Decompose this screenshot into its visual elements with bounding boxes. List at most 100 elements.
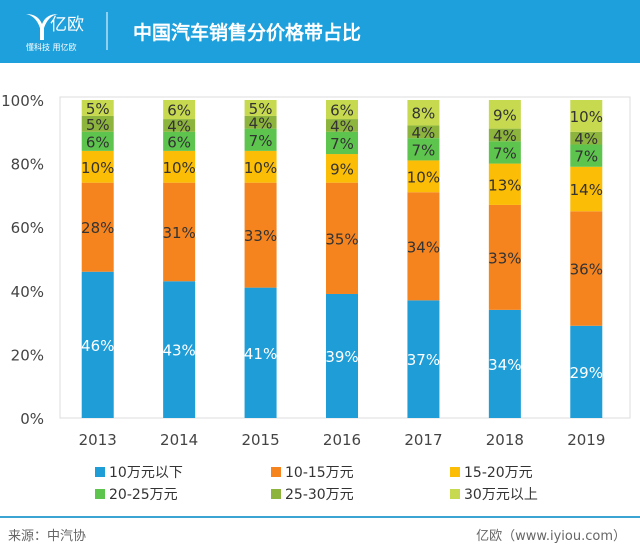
data-label: 33% <box>244 227 277 245</box>
bar-segment <box>244 115 277 129</box>
bar-segment <box>163 119 196 132</box>
legend-item: 25-30万元 <box>271 484 354 504</box>
bar-segment <box>488 309 521 418</box>
data-label: 33% <box>488 249 521 267</box>
legend-item: 15-20万元 <box>450 462 533 482</box>
bar-segment <box>570 131 603 145</box>
legend-label: 20-25万元 <box>109 487 178 503</box>
x-tick-label: 2017 <box>404 431 442 449</box>
source-text: 来源：中汽协 <box>8 529 87 544</box>
data-label: 4% <box>412 124 436 142</box>
data-label: 10% <box>162 159 195 177</box>
bar-segment <box>488 141 521 164</box>
data-label: 34% <box>407 238 440 256</box>
bar-segment <box>407 100 440 126</box>
data-label: 5% <box>86 100 110 118</box>
data-label: 4% <box>493 127 517 145</box>
data-label: 7% <box>412 141 436 159</box>
header-divider <box>106 12 108 50</box>
bar-segment <box>244 128 277 151</box>
y-tick-label: 20% <box>11 346 44 364</box>
legend-label: 10万元以下 <box>109 465 183 481</box>
bar-segment <box>326 154 358 183</box>
bar-segment <box>407 125 440 139</box>
data-label: 36% <box>570 261 603 279</box>
bar-segment <box>81 115 114 132</box>
legend-swatch <box>450 467 460 477</box>
bar-segment <box>244 182 277 288</box>
data-label: 7% <box>330 135 354 153</box>
bar-segment <box>488 204 521 310</box>
legend-label: 15-20万元 <box>464 465 533 481</box>
stacked-bar-chart: 0%20%40%60%80%100%46%28%10%6%5%5%201343%… <box>1 92 631 449</box>
bar-segment <box>244 287 277 418</box>
legend-item: 10-15万元 <box>271 462 354 482</box>
y-tick-label: 80% <box>11 156 44 174</box>
x-tick-label: 2016 <box>323 431 361 449</box>
data-label: 46% <box>81 337 114 355</box>
logo-text: 亿欧 <box>50 15 84 35</box>
legend-item: 20-25万元 <box>95 484 178 504</box>
legend-label: 30万元以上 <box>464 487 538 503</box>
y-tick-label: 100% <box>1 92 44 110</box>
data-label: 35% <box>325 230 358 248</box>
bar-segment <box>488 100 521 129</box>
data-label: 5% <box>86 116 110 134</box>
data-label: 39% <box>325 348 358 366</box>
data-label: 37% <box>407 351 440 369</box>
bar-segment <box>407 138 440 161</box>
data-label: 4% <box>249 114 273 132</box>
bar-segment <box>163 100 196 120</box>
bar-segment <box>570 211 603 326</box>
bar-segment <box>488 128 521 142</box>
data-label: 28% <box>81 219 114 237</box>
data-label: 5% <box>249 100 273 118</box>
bar-segment <box>244 150 277 183</box>
data-label: 10% <box>570 108 603 126</box>
bar-segment <box>326 119 358 132</box>
data-label: 43% <box>162 342 195 360</box>
yiou-logo-icon <box>26 14 58 40</box>
legend-item: 10万元以下 <box>95 462 183 482</box>
legend-swatch <box>271 467 281 477</box>
y-tick-label: 60% <box>11 219 44 237</box>
bar-segment <box>163 131 196 151</box>
data-label: 7% <box>574 148 598 166</box>
bar-segment <box>570 325 603 418</box>
bar-segment <box>163 281 196 418</box>
x-tick-label: 2019 <box>567 431 605 449</box>
bar-segment <box>81 150 114 183</box>
bar-segment <box>326 293 358 418</box>
bar-segment <box>244 100 277 116</box>
y-tick-label: 40% <box>11 283 44 301</box>
data-label: 6% <box>86 133 110 151</box>
legend-swatch <box>95 467 105 477</box>
data-label: 6% <box>167 133 191 151</box>
x-tick-label: 2013 <box>79 431 117 449</box>
data-label: 7% <box>493 144 517 162</box>
data-label: 13% <box>488 176 521 194</box>
bar-segment <box>407 300 440 418</box>
bar-segment <box>163 182 196 282</box>
data-label: 7% <box>249 132 273 150</box>
footer-divider <box>0 516 640 518</box>
bar-segment <box>326 131 358 155</box>
data-label: 29% <box>570 364 603 382</box>
data-label: 8% <box>412 105 436 123</box>
bar-segment <box>81 131 114 151</box>
data-label: 41% <box>244 345 277 363</box>
data-label: 14% <box>570 181 603 199</box>
legend-swatch <box>95 489 105 499</box>
data-label: 9% <box>330 160 354 178</box>
data-label: 6% <box>167 102 191 120</box>
legend-label: 10-15万元 <box>285 465 354 481</box>
data-label: 10% <box>244 159 277 177</box>
header: 亿欧 懂科技 用亿欧 中国汽车销售分价格带占比 <box>0 0 640 63</box>
bar-segment <box>570 144 603 167</box>
bar-segment <box>407 160 440 193</box>
data-label: 6% <box>330 102 354 120</box>
data-label: 4% <box>574 130 598 148</box>
bar-segment <box>570 166 603 212</box>
legend-swatch <box>450 489 460 499</box>
bar-segment <box>163 150 196 183</box>
